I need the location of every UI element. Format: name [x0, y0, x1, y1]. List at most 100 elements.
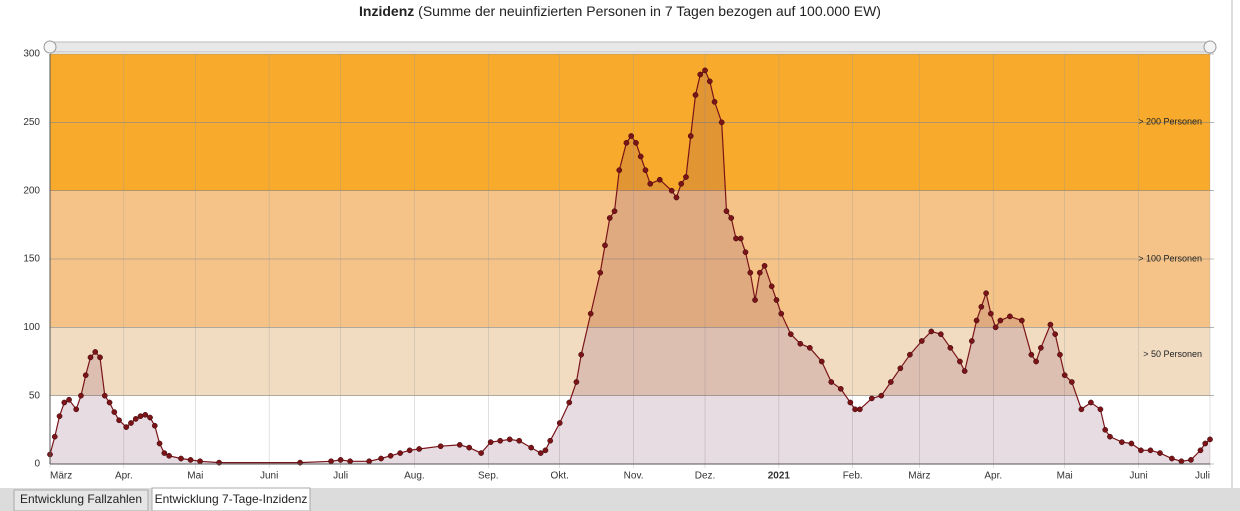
point — [773, 297, 780, 303]
point — [387, 452, 394, 459]
point — [516, 437, 523, 444]
point — [907, 351, 913, 358]
point — [132, 416, 139, 422]
point — [147, 414, 153, 421]
point — [78, 392, 84, 399]
tab[interactable] — [13, 489, 149, 511]
point — [1068, 379, 1075, 385]
point — [578, 351, 585, 358]
point — [506, 436, 513, 443]
point — [487, 439, 494, 445]
x-tick-label: Mai — [1057, 471, 1073, 482]
point — [747, 269, 754, 276]
tab-label[interactable]: Entwicklung Fallzahlen — [20, 492, 142, 506]
point — [623, 139, 630, 146]
point — [878, 392, 885, 399]
point — [768, 283, 775, 290]
point — [706, 78, 713, 85]
x-tick-label: Juni — [1129, 471, 1147, 482]
point — [1018, 317, 1025, 324]
point — [778, 310, 785, 317]
point — [1157, 450, 1163, 456]
point — [1188, 457, 1194, 463]
point — [668, 187, 675, 194]
band-label: > 50 Personen — [1143, 349, 1202, 359]
point — [1147, 447, 1154, 454]
x-tick-label: Apr. — [115, 471, 133, 482]
point — [151, 422, 158, 429]
point — [128, 420, 134, 426]
point — [683, 174, 689, 180]
point — [97, 354, 103, 361]
point — [1028, 351, 1035, 358]
point — [628, 133, 635, 139]
point — [1128, 440, 1135, 447]
point — [947, 344, 954, 351]
x-tick-label: März — [50, 471, 72, 482]
point — [961, 368, 968, 374]
point — [556, 420, 563, 426]
point — [56, 413, 63, 420]
point — [742, 249, 749, 256]
point — [587, 310, 594, 317]
point — [897, 365, 904, 372]
point — [752, 297, 758, 303]
point — [797, 340, 804, 347]
chart-title: Inzidenz (Summe der neuinfizierten Perso… — [359, 3, 881, 19]
point — [633, 139, 639, 146]
x-tick-label: Sep. — [478, 471, 499, 482]
point — [806, 344, 813, 351]
point — [137, 413, 144, 420]
point — [697, 71, 704, 78]
point — [868, 395, 875, 402]
point — [647, 180, 654, 187]
range-handle-right[interactable] — [1203, 40, 1217, 54]
point — [711, 98, 718, 105]
point — [602, 242, 608, 249]
point — [828, 379, 835, 385]
point — [82, 372, 89, 379]
point — [616, 167, 623, 174]
point — [1178, 458, 1185, 465]
point — [673, 194, 680, 201]
point — [737, 235, 744, 242]
tab-label[interactable]: Entwicklung 7-Tage-Inzidenz — [155, 492, 308, 506]
range-handle-left[interactable] — [43, 40, 57, 54]
point — [178, 455, 184, 462]
point — [723, 208, 730, 215]
point — [197, 458, 203, 465]
point — [187, 457, 194, 463]
point — [366, 458, 373, 465]
point — [678, 180, 685, 187]
point — [611, 208, 618, 215]
point — [973, 317, 980, 324]
point — [1207, 436, 1213, 443]
point — [887, 379, 894, 385]
point — [847, 399, 854, 406]
point — [988, 310, 994, 317]
x-tick-label: Juli — [1195, 471, 1210, 482]
point — [92, 349, 99, 355]
point — [101, 392, 108, 399]
point — [547, 437, 554, 444]
point — [1119, 439, 1125, 445]
point — [497, 437, 504, 444]
title-sub: (Summe der neuinfizierten Personen in 7 … — [418, 3, 881, 19]
point — [1057, 351, 1063, 358]
point — [637, 153, 644, 160]
point — [166, 452, 172, 459]
point — [1047, 321, 1054, 328]
point — [456, 442, 463, 448]
point — [573, 379, 580, 385]
point — [328, 458, 334, 465]
point — [1078, 406, 1085, 413]
band — [50, 327, 1210, 396]
point — [347, 458, 353, 465]
tab-active[interactable] — [151, 487, 311, 511]
x-tick-label: Feb. — [843, 471, 863, 482]
point — [378, 455, 384, 462]
point — [111, 409, 118, 415]
point — [937, 331, 944, 338]
range-slider[interactable] — [45, 41, 1215, 53]
point — [61, 399, 68, 406]
